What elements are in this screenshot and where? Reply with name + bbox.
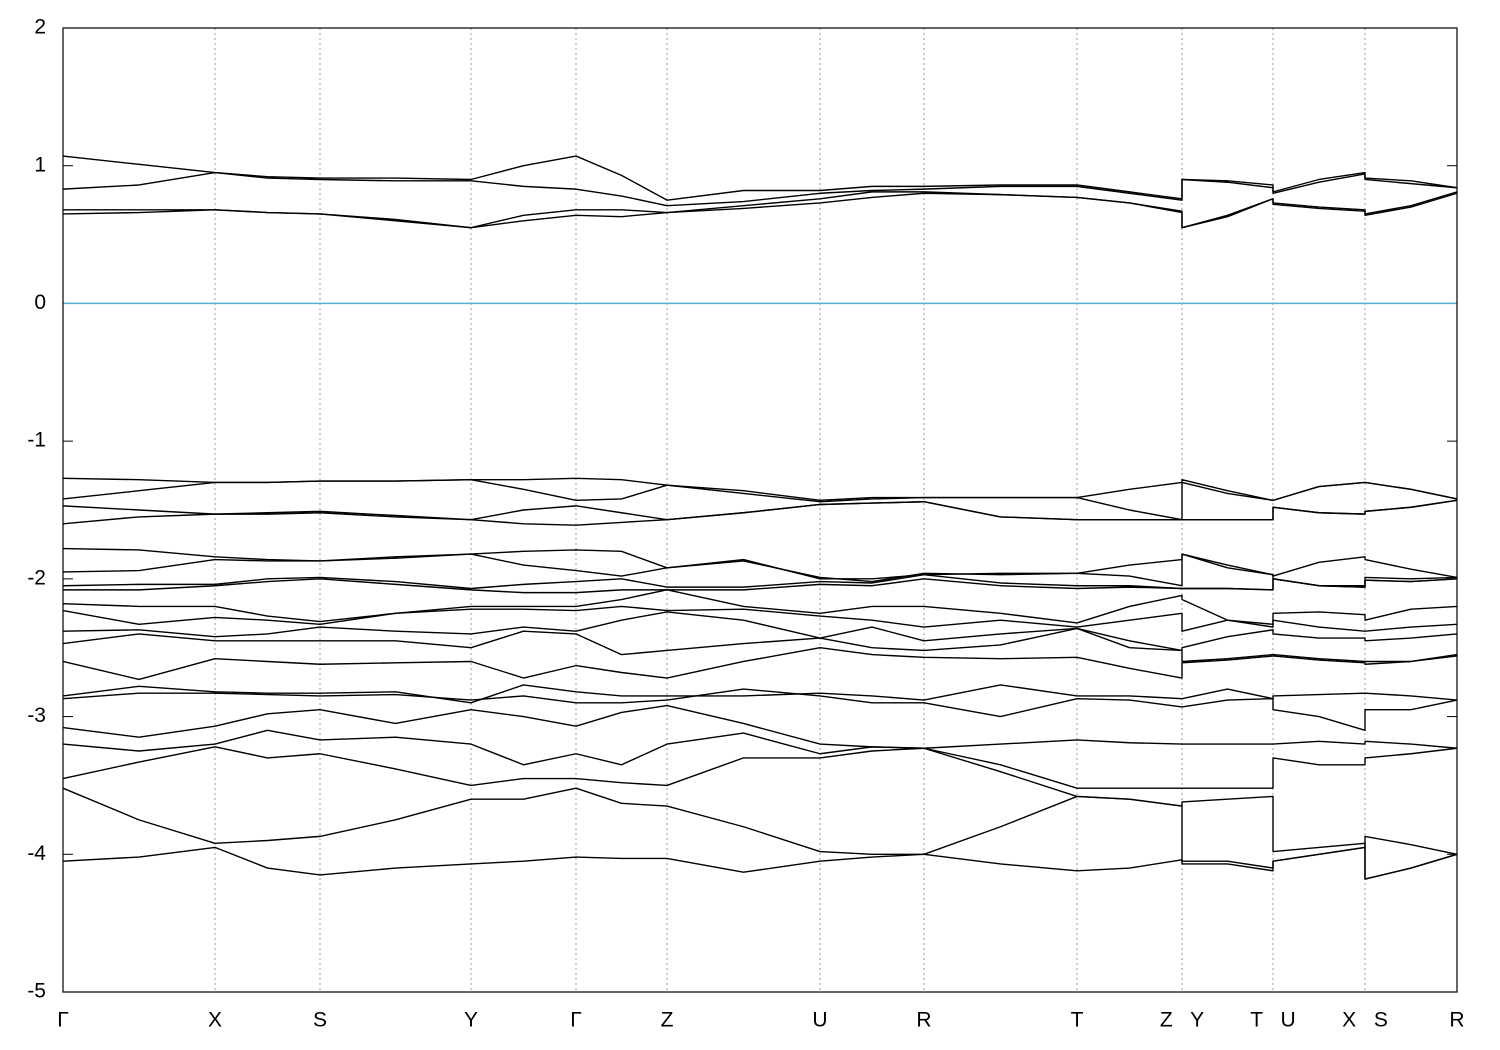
- x-tick-label: T: [1071, 1009, 1084, 1032]
- x-tick-label: Z Y: [1160, 1009, 1204, 1032]
- band-line: [62, 729, 1458, 789]
- band-line: [62, 499, 1458, 526]
- x-tick-label: R: [916, 1009, 931, 1032]
- x-tick-label: Γ: [570, 1009, 582, 1032]
- band-line: [63, 578, 1458, 594]
- band-line: [62, 611, 1458, 652]
- band-line: [63, 191, 1458, 229]
- x-tick-label: X S: [1342, 1009, 1388, 1032]
- x-tick-label: X: [208, 1009, 222, 1032]
- y-tick-label: -2: [27, 566, 46, 589]
- x-tick-label: U: [812, 1009, 827, 1032]
- y-tick-label: -3: [27, 704, 46, 727]
- y-tick-label: -1: [27, 429, 46, 452]
- band-line: [62, 605, 1458, 632]
- band-line: [62, 647, 1458, 681]
- y-tick-label: 1: [34, 153, 46, 176]
- band-line: [62, 155, 1458, 201]
- band-line: [62, 688, 1458, 732]
- band-line: [62, 589, 1458, 625]
- y-tick-label: 0: [34, 291, 46, 314]
- band-line: [62, 481, 1458, 521]
- y-tick-label: 2: [34, 16, 46, 39]
- band-line: [62, 846, 1458, 880]
- band-line: [62, 704, 1458, 749]
- band-line: [62, 574, 1458, 591]
- x-tick-label: S: [313, 1009, 327, 1032]
- band-line: [62, 787, 1458, 869]
- band-line: [62, 746, 1458, 880]
- y-tick-label: -4: [27, 842, 46, 865]
- x-tick-label: Γ: [57, 1009, 69, 1032]
- band-line: [62, 192, 1458, 229]
- x-tick-label: Y: [464, 1009, 478, 1032]
- x-tick-label: R: [1449, 1009, 1464, 1032]
- x-tick-label: T U: [1250, 1009, 1295, 1032]
- plot-frame: [62, 27, 1458, 993]
- y-tick-label: -5: [27, 980, 46, 1003]
- band-line: [62, 171, 1458, 207]
- band-line: [62, 626, 1458, 663]
- band-line: [62, 547, 1458, 583]
- x-tick-label: Z: [661, 1009, 674, 1032]
- band-line: [62, 684, 1458, 704]
